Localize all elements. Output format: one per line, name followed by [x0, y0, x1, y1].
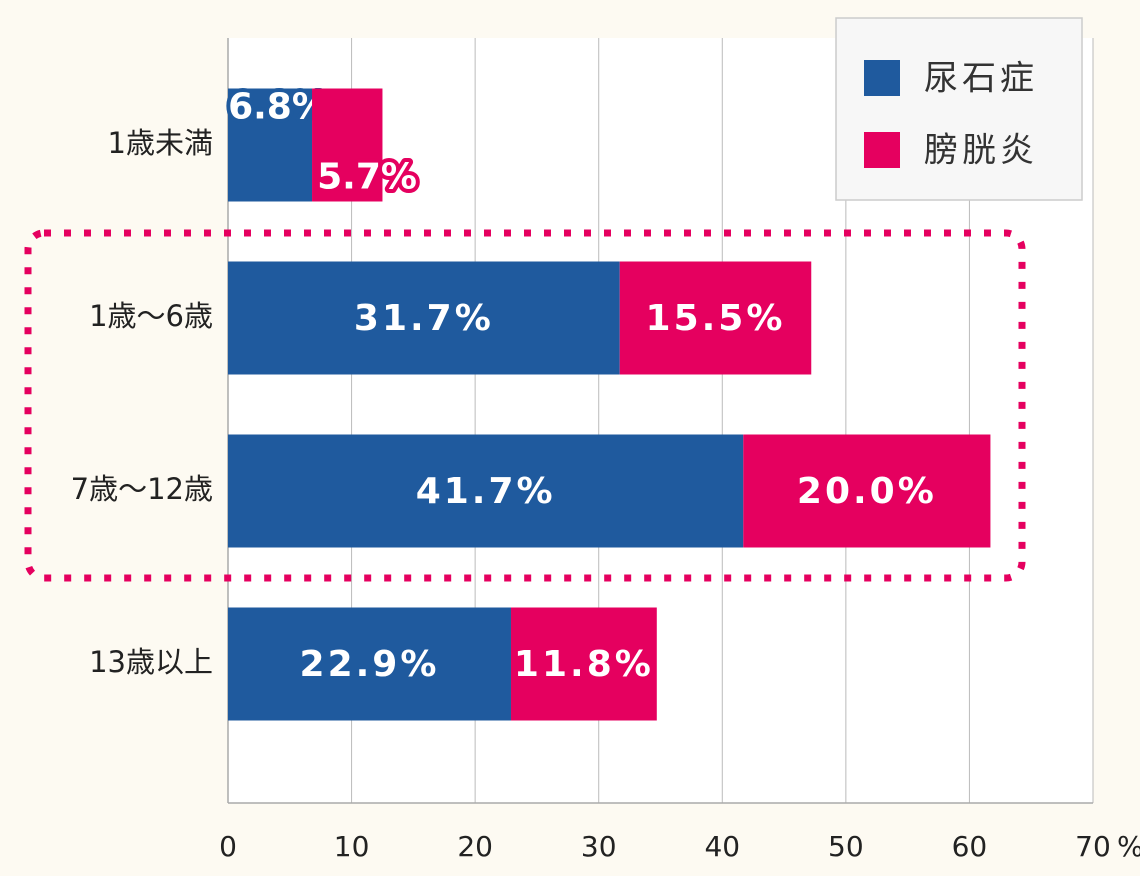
bar	[228, 88, 313, 202]
value-label: 22.9%	[300, 644, 440, 685]
bar	[743, 434, 991, 548]
x-tick-label: 50	[828, 830, 864, 863]
x-unit: %	[1117, 830, 1140, 863]
y-tick-label: 13歳以上	[89, 645, 213, 679]
x-tick-label: 0	[219, 830, 237, 863]
x-tick-label: 40	[704, 830, 740, 863]
value-label: 31.7%	[354, 298, 494, 339]
legend-swatch	[864, 60, 900, 96]
legend-label: 尿石症	[924, 59, 1038, 99]
y-tick-label: 7歳〜12歳	[71, 472, 213, 506]
x-tick-label: 10	[334, 830, 370, 863]
bar	[228, 261, 620, 375]
value-label: 11.8%	[514, 644, 654, 685]
legend-box	[835, 17, 1083, 201]
bar	[510, 607, 657, 721]
bar	[312, 88, 383, 202]
highlight-frame	[24, 229, 1026, 582]
x-tick-label: 30	[581, 830, 617, 863]
bar	[228, 434, 744, 548]
value-label: 41.7%	[416, 471, 556, 512]
legend-swatch	[864, 132, 900, 168]
y-tick-label: 1歳〜6歳	[89, 299, 213, 333]
value-label: 5.7%	[317, 157, 417, 198]
x-tick-label: 20	[457, 830, 493, 863]
x-tick-label: 60	[952, 830, 988, 863]
bar	[228, 607, 511, 721]
bar	[619, 261, 812, 375]
x-tick-label: 70	[1075, 830, 1111, 863]
value-label: 15.5%	[646, 298, 786, 339]
y-tick-label: 1歳未満	[108, 126, 213, 160]
legend-label: 膀胱炎	[924, 131, 1038, 171]
value-label: 20.0%	[797, 471, 937, 512]
